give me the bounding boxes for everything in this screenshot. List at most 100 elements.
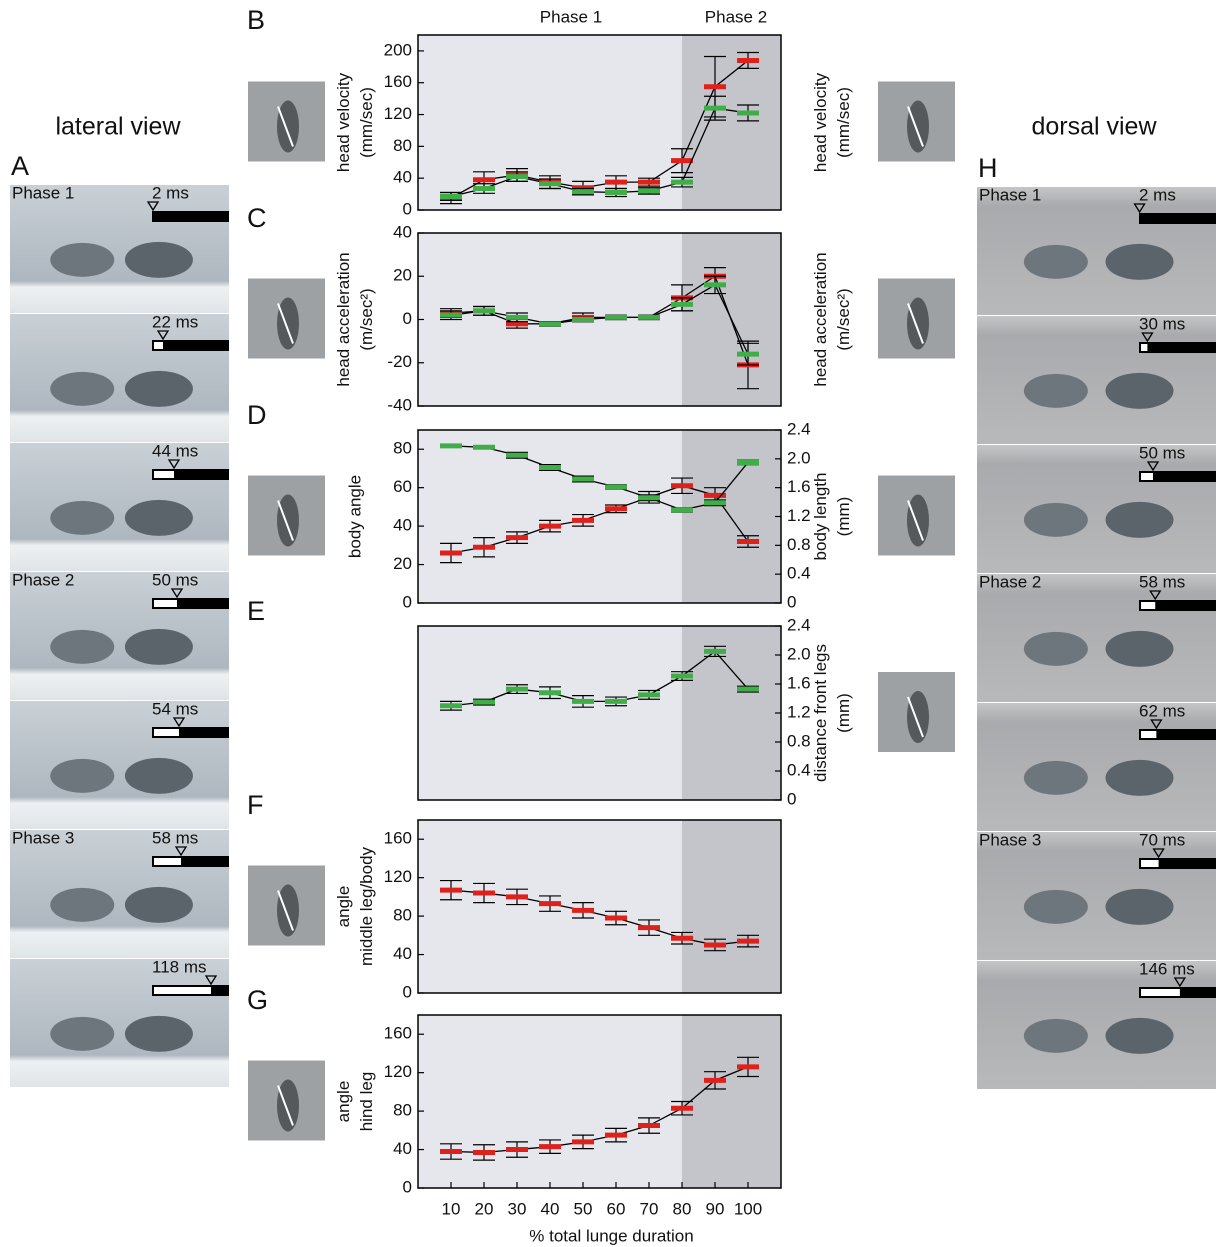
chart: B04080120160200head velocity(mm/sec)head… xyxy=(247,5,955,218)
y-tick-label: 0.8 xyxy=(787,731,811,750)
time-elapsed xyxy=(154,729,179,736)
y-tick-label: 0 xyxy=(403,1177,412,1196)
phase-shading xyxy=(682,35,781,210)
x-tick-label: 60 xyxy=(607,1199,626,1218)
axis-label: body length xyxy=(811,473,830,561)
x-tick-label: 10 xyxy=(442,1199,461,1218)
time-elapsed xyxy=(154,342,163,349)
chart: D02040608000.40.81.21.62.02.4body angleb… xyxy=(247,400,955,611)
axis-label: distance front legs xyxy=(811,644,830,782)
time-elapsed xyxy=(1141,731,1156,738)
fly xyxy=(125,758,193,794)
fly xyxy=(1106,1018,1174,1054)
time-bar xyxy=(1139,213,1216,224)
video-frame xyxy=(10,572,229,700)
time-label: 54 ms xyxy=(152,699,198,718)
panel-label: C xyxy=(247,203,267,233)
phase-label: Phase 2 xyxy=(12,570,74,589)
fly xyxy=(125,500,193,536)
fly xyxy=(1106,631,1174,667)
time-label: 44 ms xyxy=(152,441,198,460)
axis-label: head acceleration xyxy=(811,252,830,386)
x-tick-label: 100 xyxy=(734,1199,762,1218)
axis-label: (mm/sec) xyxy=(834,87,853,158)
time-label: 2 ms xyxy=(152,183,189,202)
panel-label: G xyxy=(247,985,268,1015)
time-label: 22 ms xyxy=(152,312,198,331)
time-label: 58 ms xyxy=(1139,572,1185,591)
fly-body xyxy=(907,691,929,743)
video-frame xyxy=(977,445,1216,573)
y-tick-label: 1.6 xyxy=(787,673,811,692)
fly-body xyxy=(277,1080,299,1132)
y-tick-label: 120 xyxy=(384,867,412,886)
fly xyxy=(1024,503,1088,537)
fly xyxy=(125,887,193,923)
y-tick-label: 0 xyxy=(787,592,796,611)
video-frame xyxy=(977,574,1216,702)
y-tick-label: 40 xyxy=(393,944,412,963)
time-label: 58 ms xyxy=(152,828,198,847)
phase-shading xyxy=(418,1015,682,1188)
time-label: 50 ms xyxy=(152,570,198,589)
time-elapsed xyxy=(154,600,177,607)
axis-label: angle xyxy=(334,1081,353,1123)
y-tick-label: 40 xyxy=(393,222,412,241)
y-tick-label: 200 xyxy=(384,40,412,59)
video-frame xyxy=(10,701,229,829)
time-label: 146 ms xyxy=(1139,959,1195,978)
fly-body xyxy=(907,298,929,350)
y-tick-label: 0 xyxy=(403,199,412,218)
phase-annotation: Phase 1 xyxy=(540,7,602,26)
time-label: 2 ms xyxy=(1139,185,1176,204)
time-label: 62 ms xyxy=(1139,701,1185,720)
y-tick-label: 0 xyxy=(403,309,412,328)
phase-annotation: Phase 2 xyxy=(705,7,767,26)
axis-label: (m/sec²) xyxy=(834,288,853,350)
phase-shading xyxy=(418,430,682,603)
y-tick-label: 160 xyxy=(384,72,412,91)
fly-body xyxy=(277,101,299,153)
axis-label: head velocity xyxy=(811,72,830,172)
y-tick-label: 2.4 xyxy=(787,419,811,438)
phase-shading xyxy=(682,626,781,800)
video-frame xyxy=(10,443,229,571)
fly xyxy=(50,372,114,406)
fly xyxy=(1106,502,1174,538)
phase-shading xyxy=(682,820,781,993)
y-tick-label: 80 xyxy=(393,906,412,925)
axis-label: (mm) xyxy=(834,693,853,733)
fly xyxy=(1024,1019,1088,1053)
chart: G04080120160102030405060708090100% total… xyxy=(247,985,781,1245)
photo-column: dorsal viewHPhase 12 ms30 ms50 msPhase 2… xyxy=(977,113,1216,1089)
x-tick-label: 30 xyxy=(508,1199,527,1218)
phase-shading xyxy=(418,626,682,800)
fly xyxy=(1024,761,1088,795)
fly xyxy=(50,501,114,535)
y-tick-label: 40 xyxy=(393,168,412,187)
x-tick-label: 90 xyxy=(706,1199,725,1218)
y-tick-label: 0 xyxy=(403,982,412,1001)
axis-label: (m/sec²) xyxy=(357,288,376,350)
y-tick-label: 1.2 xyxy=(787,506,811,525)
video-frame xyxy=(977,961,1216,1089)
chart: C-40-2002040head acceleration(m/sec²)hea… xyxy=(247,203,955,414)
fly xyxy=(50,888,114,922)
y-tick-label: 1.2 xyxy=(787,702,811,721)
panel-label: F xyxy=(247,790,264,820)
axis-label: (mm) xyxy=(834,497,853,537)
panel-label: B xyxy=(247,5,265,35)
y-tick-label: 20 xyxy=(393,266,412,285)
fly xyxy=(50,1017,114,1051)
time-elapsed xyxy=(154,858,181,865)
panel-label: H xyxy=(978,153,998,183)
phase-label: Phase 1 xyxy=(979,185,1041,204)
fly xyxy=(1024,890,1088,924)
time-elapsed xyxy=(1141,860,1159,867)
video-frame xyxy=(10,314,229,442)
fly xyxy=(125,371,193,407)
fly xyxy=(1024,374,1088,408)
panel-label: A xyxy=(11,151,29,181)
time-elapsed xyxy=(1141,344,1147,351)
time-elapsed xyxy=(154,987,211,994)
